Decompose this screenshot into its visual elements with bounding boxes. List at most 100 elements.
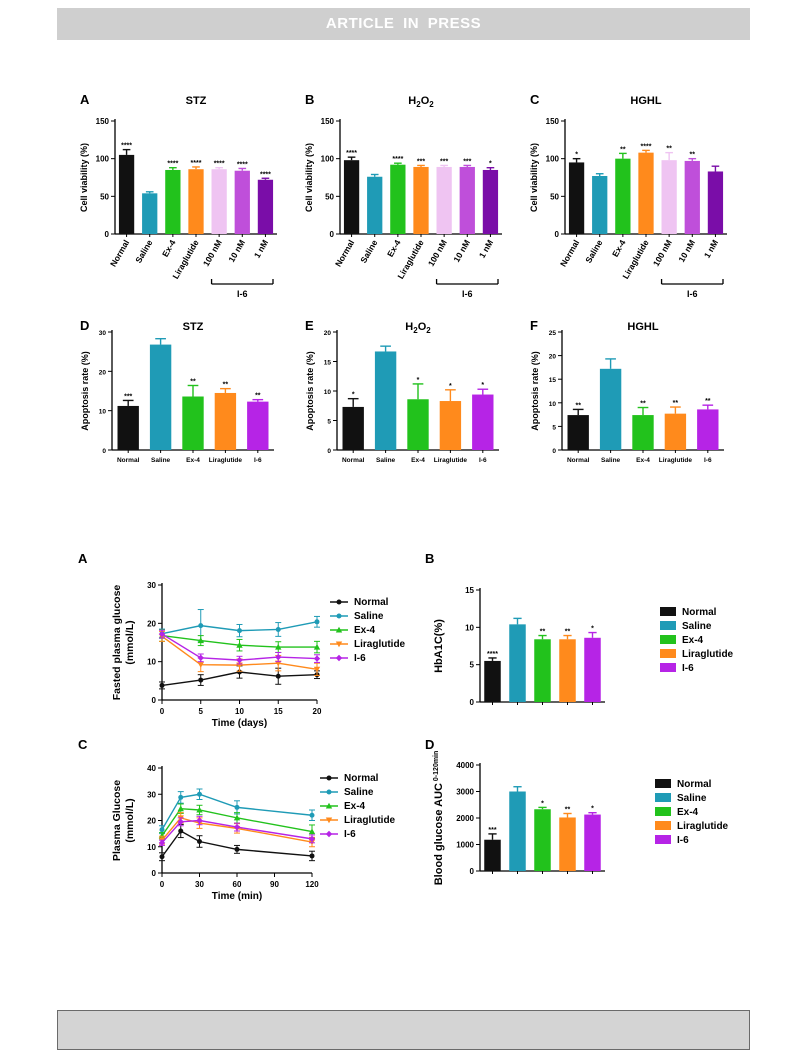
data-point: [236, 641, 243, 648]
x-axis-label: Time (min): [212, 891, 262, 902]
bar: [188, 169, 204, 234]
data-point: [313, 655, 321, 662]
y-tick-label: 50: [325, 192, 334, 201]
x-tick-label: 10 nM: [226, 238, 247, 264]
footer-box: [57, 1010, 750, 1050]
y-axis-label: Blood glucose AUC 0-120min: [433, 751, 445, 886]
y-tick-label: 40: [147, 764, 156, 773]
x-tick-label: I-6: [479, 457, 487, 464]
significance-label: **: [690, 152, 696, 159]
article-in-press-banner: ARTICLE IN PRESS: [57, 8, 750, 40]
bar: [584, 814, 601, 871]
bar: [165, 169, 181, 234]
bar: [592, 175, 608, 234]
y-tick-label: 50: [550, 192, 559, 201]
y-tick-label: 0: [552, 448, 556, 455]
data-point: [158, 630, 166, 638]
bar: [707, 171, 724, 234]
y-tick-label: 20: [99, 369, 107, 376]
data-point: [198, 677, 204, 683]
x-tick-label: 1 nM: [252, 238, 270, 260]
x-tick-label: 10: [235, 707, 244, 716]
y-axis-label: Fasted plasma glucose(mmol/L): [111, 585, 136, 701]
x-tick-label: 10 nM: [451, 238, 472, 264]
y-axis-label-main: Apoptosis rate (%): [305, 351, 315, 431]
y-tick-label: 0: [105, 230, 110, 239]
data-point: [234, 804, 240, 810]
y-tick-label: 1000: [456, 841, 474, 850]
bar: [661, 160, 677, 234]
data-point: [198, 623, 204, 629]
data-point: [178, 828, 184, 834]
y-axis-label-line1: Fasted plasma glucose: [111, 585, 123, 701]
y-axis-label: Apoptosis rate (%): [305, 351, 315, 431]
y-tick-label: 15: [549, 377, 557, 384]
y-tick-label: 30: [147, 581, 156, 590]
data-point: [159, 827, 165, 833]
bar: [407, 399, 429, 450]
legend-marker: [335, 654, 343, 662]
y-tick-label: 5: [327, 419, 331, 426]
x-tick-label: 20: [313, 707, 322, 716]
y-axis-label: Apoptosis rate (%): [530, 351, 540, 431]
bar: [568, 162, 585, 234]
y-tick-label: 10: [99, 409, 107, 416]
significance-label: *: [417, 377, 420, 384]
significance-label: ****: [260, 171, 271, 178]
y-tick-label: 100: [546, 155, 560, 164]
data-point: [196, 806, 203, 813]
x-tick-label: Ex-4: [411, 457, 425, 464]
legend-label: Saline: [354, 611, 384, 622]
significance-label: ****: [392, 156, 403, 163]
y-tick-label: 30: [147, 790, 156, 799]
x-tick-label: 5: [199, 707, 204, 716]
data-point: [309, 812, 315, 818]
data-point: [177, 805, 184, 812]
x-tick-label: Ex-4: [636, 457, 650, 464]
y-tick-label: 5: [552, 424, 556, 431]
bar: [436, 166, 452, 234]
panel-label: C: [530, 92, 540, 107]
legend-marker: [335, 626, 343, 633]
legend-marker: [336, 599, 342, 605]
x-tick-label: 15: [274, 707, 283, 716]
y-tick-label: 20: [549, 354, 557, 361]
bar: [534, 639, 551, 702]
bar: [390, 164, 406, 234]
title-sub-2b: 2: [429, 100, 434, 109]
y-axis-label: Apoptosis rate (%): [80, 351, 90, 431]
y-tick-label: 10: [465, 623, 474, 632]
legend-label: Saline: [344, 787, 374, 798]
x-tick-label: Normal: [558, 238, 581, 268]
bar: [247, 401, 269, 450]
x-tick-label: 100 nM: [426, 238, 449, 268]
legend-swatch: [655, 807, 671, 816]
bar: [697, 409, 719, 450]
data-point: [159, 682, 165, 688]
significance-label: **: [620, 146, 626, 153]
y-tick-label: 0: [327, 448, 331, 455]
y-axis-label-main: Apoptosis rate (%): [530, 351, 540, 431]
chart-title: HGHL: [630, 95, 661, 107]
x-tick-label: Saline: [583, 238, 604, 265]
bar: [584, 637, 601, 702]
significance-label: **: [190, 378, 196, 385]
legend-marker: [326, 775, 332, 781]
y-tick-label: 0: [555, 230, 560, 239]
y-tick-label: 25: [549, 330, 557, 337]
legend-swatch: [660, 649, 676, 658]
significance-label: *: [591, 806, 594, 813]
legend-marker: [325, 802, 333, 809]
bar: [343, 160, 360, 234]
chart-title: H2O2: [405, 321, 431, 335]
data-point: [196, 817, 203, 824]
panel-label: E: [305, 318, 314, 333]
x-tick-label: 100 nM: [201, 238, 224, 268]
bar: [472, 394, 494, 450]
bar: [567, 415, 589, 450]
data-point: [275, 626, 281, 632]
data-point: [197, 662, 204, 668]
y-tick-label: 10: [549, 401, 557, 408]
